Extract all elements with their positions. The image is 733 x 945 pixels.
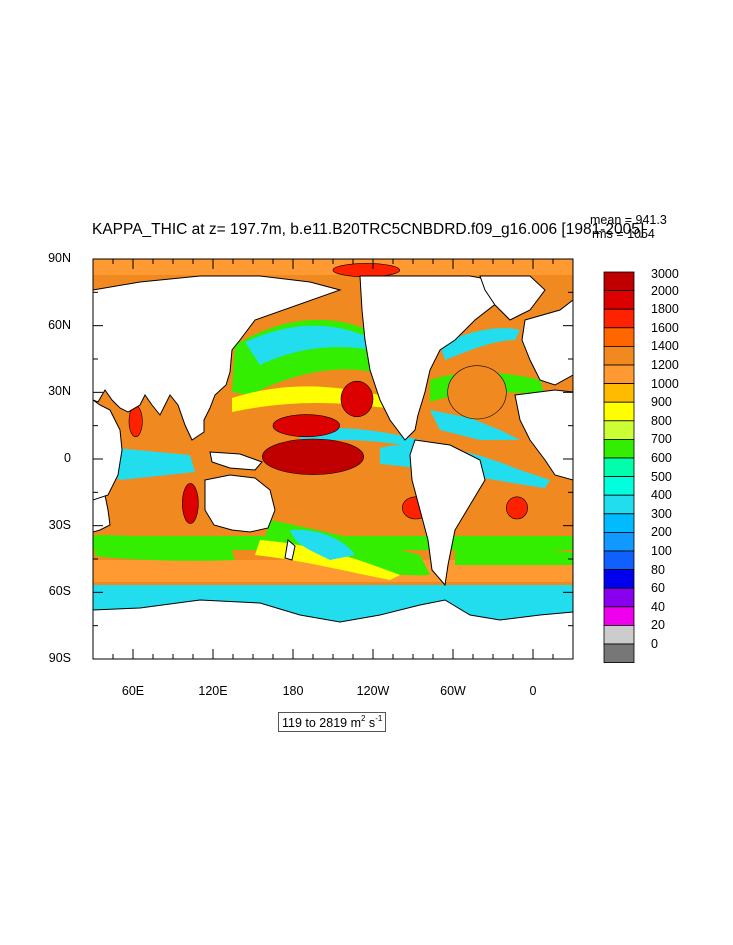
colorbar-label: 200 — [651, 525, 672, 540]
region-north-atlantic-gyre — [447, 365, 507, 420]
colorbar-swatch — [603, 494, 635, 515]
lat-label: 30S — [48, 517, 71, 532]
colorbar-swatch — [603, 438, 635, 459]
lat-label: 90N — [48, 251, 71, 265]
colorbar-swatch — [603, 513, 635, 533]
lon-label: 0 — [529, 684, 537, 698]
land-antarctica — [93, 599, 573, 659]
region-south-atlantic-east — [506, 496, 528, 520]
colorbar-label: 1600 — [651, 320, 679, 335]
region-north-pacific-subtropical — [272, 414, 340, 438]
plot-title: KAPPA_THIC at z= 197.7m, b.e11.B20TRC5CN… — [92, 221, 645, 238]
high-diffusivity-regions — [128, 263, 528, 524]
colorbar-swatch — [603, 569, 635, 589]
colorbar-label: 1400 — [651, 339, 679, 354]
region-central-north-pacific — [340, 380, 374, 418]
lon-label: 180 — [282, 684, 304, 698]
colorbar-swatch — [603, 606, 635, 626]
colorbar-label: 40 — [651, 599, 665, 614]
land-masses — [93, 275, 573, 659]
lon-label: 60W — [440, 684, 466, 698]
lon-label: 60E — [121, 684, 145, 698]
land-south-america — [409, 439, 486, 587]
land-europe — [521, 299, 573, 386]
region-indian-ocean-east — [182, 483, 199, 524]
colorbar-swatch — [603, 327, 635, 347]
north-pacific-cyan — [245, 325, 385, 365]
lat-label: 90S — [48, 651, 71, 665]
south-pacific-cyan-pocket — [290, 529, 355, 560]
colorbar-swatch — [603, 345, 635, 366]
colorbar-label: 0 — [651, 637, 658, 651]
colorbar-swatch — [603, 271, 635, 292]
colorbar-label: 1000 — [651, 376, 679, 391]
lat-label: 30N — [48, 384, 71, 399]
indian-equatorial-cyan — [105, 447, 195, 480]
land-new-zealand — [284, 539, 296, 561]
colorbar-label: 300 — [651, 506, 672, 521]
range-label: 119 to 2819 m2 s-1 — [278, 712, 387, 732]
colorbar-label: 80 — [651, 562, 665, 577]
lon-label: 120E — [198, 684, 228, 698]
colorbar-label: 100 — [651, 544, 672, 558]
rms-stat: rms = 1054 — [592, 227, 655, 241]
north-atlantic-cyan — [430, 410, 520, 440]
colorbar-label: 400 — [651, 488, 672, 503]
mean-stat: mean = 941.3 — [590, 213, 667, 227]
colorbar-label: 1200 — [651, 358, 679, 372]
colorbar-label: 1800 — [651, 302, 679, 317]
range-mid: s — [365, 716, 376, 730]
indian-south-green — [95, 535, 235, 561]
colorbar-swatch — [603, 625, 635, 645]
colorbar-swatch — [603, 383, 635, 403]
colorbar-label: 3000 — [651, 267, 679, 281]
land-africa-east — [93, 399, 123, 501]
colorbar-swatch — [603, 457, 635, 478]
colorbar-swatch — [603, 420, 635, 440]
range-exp1: 2 — [361, 714, 366, 723]
lat-label: 60N — [48, 317, 71, 332]
land-eurasia-west — [93, 275, 342, 441]
colorbar-label: 20 — [651, 618, 665, 633]
colorbar-swatch — [603, 476, 635, 496]
colorbar-swatch — [603, 401, 635, 422]
land-australia — [204, 474, 276, 533]
colorbar-swatch — [603, 532, 635, 552]
colorbar-swatch — [603, 308, 635, 329]
colorbar-swatch — [603, 364, 635, 385]
colorbar-label: 60 — [651, 581, 665, 596]
range-prefix: 119 to 2819 m — [282, 716, 361, 730]
range-exp2: -1 — [375, 714, 383, 723]
south-atlantic-green — [455, 546, 573, 565]
colorbar-label: 800 — [651, 413, 672, 428]
colorbar-label: 700 — [651, 432, 672, 447]
lon-label: 120W — [356, 684, 390, 698]
colorbar-swatch — [603, 587, 635, 608]
colorbar-swatch — [603, 643, 635, 664]
region-arctic-max — [332, 263, 400, 278]
land-greenland — [479, 275, 546, 321]
axis-ticks — [92, 258, 574, 660]
colorbar-label: 500 — [651, 469, 672, 484]
southern-ocean-orange-band — [93, 560, 573, 582]
land-maritime-continent — [209, 451, 263, 471]
map-panel — [93, 259, 573, 659]
land-west-africa — [514, 389, 573, 481]
lat-label: 60S — [48, 584, 71, 599]
land-north-america — [359, 275, 522, 441]
colorbar-label: 900 — [651, 395, 672, 410]
colorbar-swatch — [603, 290, 635, 310]
lat-label: 0 — [64, 451, 71, 465]
region-north-pacific-equatorial-max — [262, 438, 364, 475]
colorbar-label: 2000 — [651, 283, 679, 298]
labrador-cyan — [440, 328, 520, 360]
colorbar-swatch — [603, 550, 635, 571]
colorbar — [603, 271, 635, 664]
colorbar-label: 600 — [651, 451, 672, 465]
